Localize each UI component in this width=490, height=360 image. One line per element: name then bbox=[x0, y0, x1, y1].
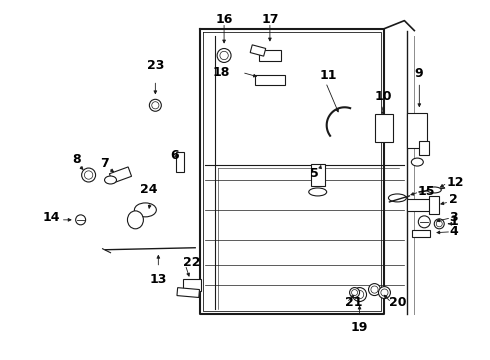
Bar bbox=[255, 75, 285, 85]
Text: 24: 24 bbox=[140, 183, 157, 196]
Circle shape bbox=[149, 99, 161, 111]
Text: 6: 6 bbox=[171, 149, 179, 162]
Circle shape bbox=[349, 288, 360, 298]
Bar bbox=[375, 114, 393, 142]
Text: 4: 4 bbox=[449, 225, 458, 238]
Circle shape bbox=[436, 221, 442, 227]
Text: 10: 10 bbox=[374, 90, 392, 103]
Text: 7: 7 bbox=[100, 157, 109, 170]
Text: 1: 1 bbox=[449, 215, 458, 228]
Text: 19: 19 bbox=[351, 321, 368, 334]
Text: 15: 15 bbox=[417, 185, 435, 198]
Bar bbox=[250, 45, 266, 56]
Circle shape bbox=[217, 49, 231, 62]
Circle shape bbox=[378, 287, 391, 298]
Text: 21: 21 bbox=[344, 296, 362, 309]
Text: 12: 12 bbox=[446, 176, 464, 189]
Circle shape bbox=[84, 171, 93, 179]
Bar bbox=[311, 164, 325, 186]
Text: 23: 23 bbox=[147, 59, 164, 72]
Bar bbox=[407, 199, 435, 211]
Ellipse shape bbox=[427, 187, 441, 193]
Ellipse shape bbox=[309, 188, 327, 196]
Bar bbox=[183, 279, 201, 291]
Text: 11: 11 bbox=[319, 69, 337, 82]
Ellipse shape bbox=[389, 194, 406, 202]
Bar bbox=[429, 196, 439, 214]
Circle shape bbox=[82, 168, 96, 182]
Circle shape bbox=[368, 284, 380, 296]
Circle shape bbox=[355, 291, 364, 299]
Text: 8: 8 bbox=[73, 153, 81, 166]
Circle shape bbox=[75, 215, 86, 225]
Text: 5: 5 bbox=[310, 167, 318, 180]
Ellipse shape bbox=[412, 158, 423, 166]
Text: 16: 16 bbox=[216, 13, 233, 26]
Circle shape bbox=[353, 288, 367, 302]
Circle shape bbox=[418, 216, 430, 228]
Circle shape bbox=[220, 51, 228, 60]
Text: 14: 14 bbox=[43, 211, 60, 224]
Bar bbox=[176, 152, 184, 172]
Text: 17: 17 bbox=[261, 13, 279, 26]
Bar bbox=[259, 50, 281, 62]
Circle shape bbox=[152, 102, 159, 109]
Text: 2: 2 bbox=[449, 193, 458, 206]
Text: 13: 13 bbox=[149, 273, 167, 285]
Bar bbox=[419, 141, 429, 155]
Text: 3: 3 bbox=[449, 211, 458, 224]
Bar bbox=[109, 167, 131, 183]
Circle shape bbox=[371, 286, 378, 293]
Circle shape bbox=[434, 219, 444, 229]
Bar bbox=[177, 288, 199, 297]
Circle shape bbox=[381, 289, 388, 296]
Circle shape bbox=[352, 289, 358, 296]
Text: 20: 20 bbox=[390, 296, 407, 309]
Ellipse shape bbox=[127, 211, 144, 229]
Ellipse shape bbox=[134, 203, 156, 217]
Text: 9: 9 bbox=[415, 67, 423, 80]
Text: 18: 18 bbox=[213, 66, 230, 79]
Text: 22: 22 bbox=[183, 256, 201, 269]
Bar bbox=[407, 113, 427, 148]
Bar bbox=[413, 230, 430, 237]
Ellipse shape bbox=[104, 176, 117, 184]
